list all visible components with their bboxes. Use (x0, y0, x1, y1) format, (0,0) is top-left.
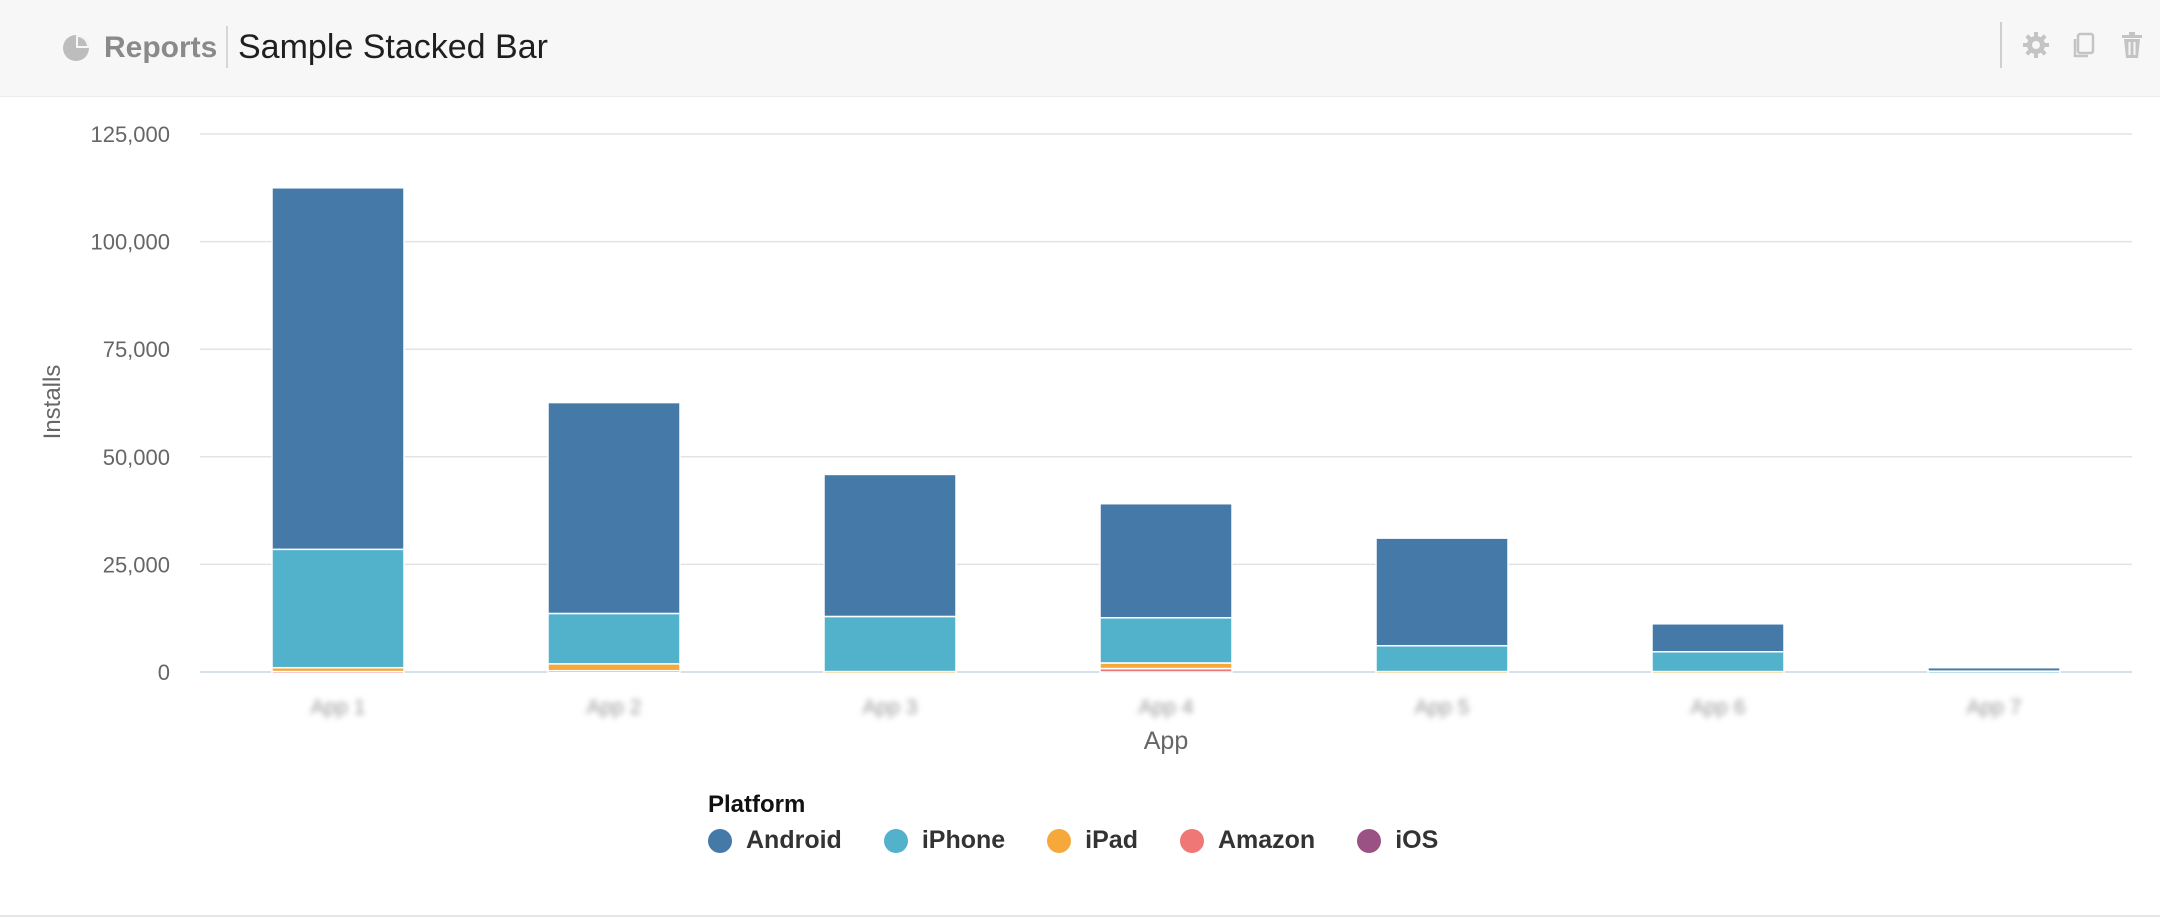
copy-icon (2073, 32, 2095, 58)
bar-segment-android[interactable] (1651, 623, 1785, 653)
panel-bottom-border (0, 915, 2160, 917)
legend-item-ios[interactable]: iOS (1357, 826, 1438, 855)
bar-segment-android[interactable] (547, 401, 681, 615)
report-header: Reports Sample Stacked Bar (0, 0, 2160, 97)
y-tick-label: 50,000 (103, 445, 170, 470)
bar-segment-ipad[interactable] (1099, 662, 1233, 670)
trash-icon (2122, 32, 2142, 58)
toolbar-divider (2000, 22, 2002, 68)
legend-label: iOS (1395, 826, 1439, 854)
legend-item-android[interactable]: Android (708, 826, 842, 855)
bar-segment-android[interactable] (1375, 537, 1509, 647)
x-tick-label: App 5 (1415, 696, 1470, 719)
y-tick-label: 100,000 (90, 230, 170, 255)
x-tick-labels: App 1 App 2 App 3 App 4 App 5 App 6 App 7 (311, 696, 2022, 719)
y-tick-label: 75,000 (103, 337, 170, 362)
legend-items: Android iPhone iPad Amazon iOS (708, 826, 1480, 855)
gear-icon (2023, 32, 2049, 58)
settings-button[interactable] (2016, 25, 2056, 65)
bar-segment-iphone[interactable] (1375, 644, 1509, 673)
copy-button[interactable] (2064, 25, 2104, 65)
bars (271, 187, 2061, 675)
x-tick-label: App 3 (863, 696, 918, 719)
legend-swatch (883, 828, 908, 853)
y-tick-label: 125,000 (90, 122, 170, 147)
legend-label: iPhone (921, 826, 1006, 854)
breadcrumb-divider (226, 26, 228, 68)
legend-swatch (708, 828, 732, 853)
x-tick-label: App 2 (587, 696, 642, 719)
legend-item-amazon[interactable]: Amazon (1179, 826, 1316, 855)
page-title: Sample Stacked Bar (238, 28, 548, 66)
y-tick-label: 25,000 (103, 552, 170, 577)
reports-icon (63, 35, 89, 61)
legend-title: Platform (708, 791, 806, 818)
x-tick-label: App 7 (1967, 696, 2022, 719)
chart-legend: Platform Android iPhone iPad Amazon iOS (708, 788, 1480, 855)
bar-segment-android[interactable] (823, 473, 957, 618)
y-tick-label: 0 (158, 660, 170, 685)
bar-segment-iphone[interactable] (271, 548, 405, 669)
breadcrumb-reports[interactable]: Reports (104, 31, 218, 64)
bar-segment-android[interactable] (1099, 502, 1233, 619)
x-axis-label: App (1144, 727, 1188, 755)
legend-swatch (1357, 828, 1382, 853)
bar-segment-android[interactable] (1927, 666, 2061, 672)
breadcrumb[interactable]: Reports (60, 24, 217, 72)
bar-segment-iphone[interactable] (547, 612, 681, 665)
bar-segment-iphone[interactable] (1651, 651, 1785, 673)
legend-label: Amazon (1217, 826, 1316, 854)
legend-item-iphone[interactable]: iPhone (883, 826, 1006, 855)
legend-swatch (1047, 828, 1072, 853)
x-tick-label: App 6 (1691, 696, 1746, 719)
toolbar (2000, 20, 2160, 70)
x-tick-label: App 4 (1139, 696, 1194, 719)
bar-segment-ipad[interactable] (547, 663, 681, 672)
bar-segment-iphone[interactable] (823, 615, 957, 673)
bar-segment-android[interactable] (271, 187, 405, 551)
x-tick-label: App 1 (311, 696, 366, 719)
legend-swatch (1179, 828, 1204, 853)
legend-label: Android (746, 826, 842, 854)
legend-label: iPad (1085, 826, 1138, 854)
bar-segment-iphone[interactable] (1099, 617, 1233, 664)
delete-button[interactable] (2112, 25, 2152, 65)
legend-item-ipad[interactable]: iPad (1047, 826, 1138, 855)
y-tick-labels: 0 25,000 50,000 75,000 100,000 125,000 (90, 122, 170, 685)
y-axis-label: Installs (39, 365, 66, 440)
